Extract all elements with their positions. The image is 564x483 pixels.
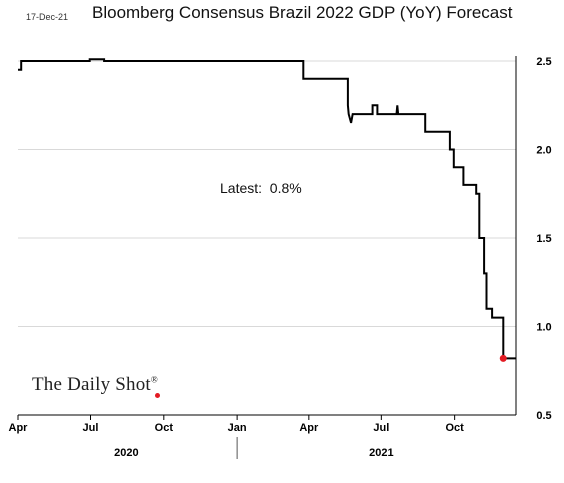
registered-mark: ® — [150, 374, 158, 385]
x-tick-label: Jul — [83, 422, 99, 434]
x-tick-label: Jan — [228, 422, 247, 434]
daily-shot-logo: The Daily Shot® — [32, 374, 158, 396]
y-tick-label: 0.5 — [536, 410, 551, 422]
logo-text: The Daily Shot — [32, 374, 151, 395]
x-tick-label: Apr — [9, 422, 29, 434]
latest-marker — [499, 354, 507, 362]
series-line — [18, 58, 516, 360]
x-tick-label: Jul — [373, 422, 389, 434]
chart-title: Bloomberg Consensus Brazil 2022 GDP (YoY… — [92, 3, 513, 22]
latest-annotation: Latest: 0.8% — [220, 180, 302, 196]
y-tick-label: 1.5 — [536, 233, 551, 245]
y-tick-label: 1.0 — [536, 322, 551, 334]
x-tick-label: Apr — [299, 422, 319, 434]
y-tick-label: 2.0 — [536, 145, 551, 157]
year-label: 2021 — [369, 447, 393, 459]
year-label: 2020 — [114, 447, 138, 459]
date-stamp: 17-Dec-21 — [26, 12, 69, 22]
logo-dot — [155, 393, 160, 398]
x-tick-label: Oct — [155, 422, 174, 434]
x-tick-label: Oct — [445, 422, 464, 434]
y-tick-label: 2.5 — [536, 56, 551, 68]
